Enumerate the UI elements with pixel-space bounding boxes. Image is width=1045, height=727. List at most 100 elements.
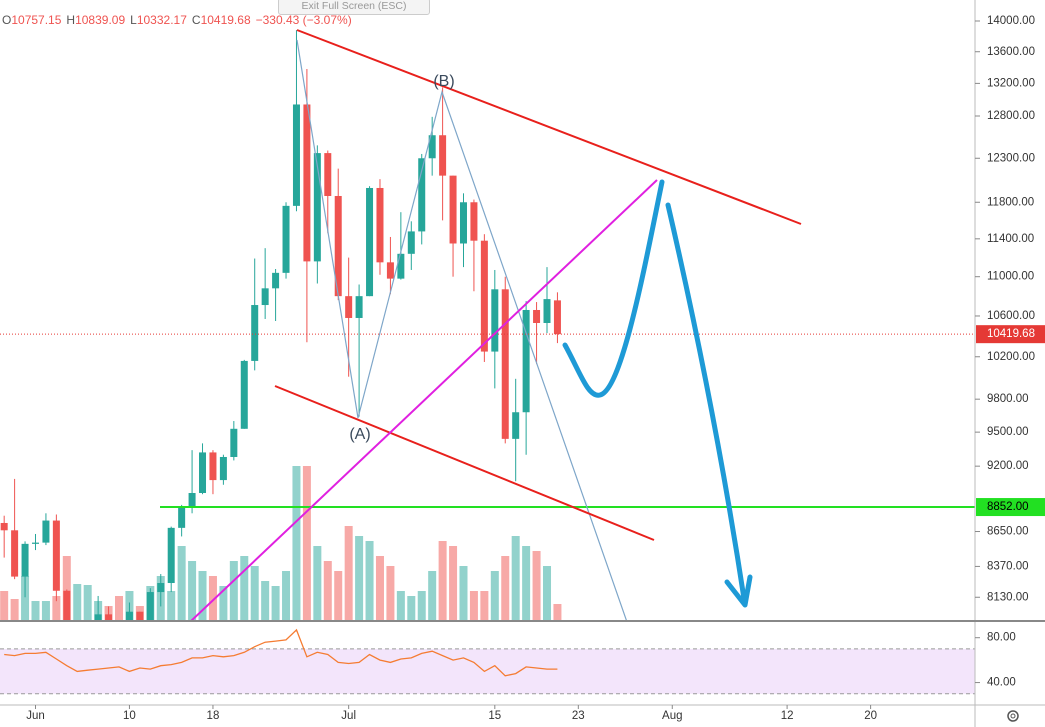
x-tick-label: 15	[488, 710, 501, 722]
y-tick-label: 10200.00	[987, 351, 1035, 363]
volume-bar	[282, 571, 291, 621]
volume-bar	[177, 546, 186, 621]
ohlc-value: 10839.09	[75, 13, 126, 27]
candle-body	[282, 205, 290, 273]
candle-body	[31, 542, 39, 544]
volume-bar	[428, 571, 437, 621]
y-tick-label: 8370.00	[987, 560, 1029, 572]
candle-body	[418, 158, 426, 232]
volume-bar	[83, 585, 92, 621]
forecast-arrow	[562, 179, 665, 398]
volume-bar	[407, 596, 416, 621]
settings-icon[interactable]	[1010, 713, 1016, 719]
volume-bar	[449, 546, 458, 621]
volume-bar	[261, 581, 270, 621]
volume-bar	[501, 556, 510, 621]
candle-body	[157, 583, 165, 593]
settings-icon[interactable]	[1007, 710, 1019, 722]
volume-bar	[31, 601, 40, 621]
ohlc-key: O	[2, 13, 12, 27]
y-tick-label: 40.00	[987, 677, 1016, 689]
candle-body	[313, 153, 321, 262]
volume-bar	[375, 556, 384, 621]
volume-bar	[480, 591, 489, 621]
volume-bar	[198, 571, 207, 621]
candle-body	[480, 240, 488, 352]
y-tick-label: 11800.00	[987, 196, 1034, 208]
candle-body	[376, 187, 384, 263]
volume-bar	[511, 536, 520, 621]
candle-body	[167, 527, 175, 584]
volume-bar	[250, 566, 259, 621]
volume-bar	[240, 556, 249, 621]
volume-bar	[469, 591, 478, 621]
x-tick-label: Jun	[26, 710, 45, 722]
x-tick-label: Aug	[662, 710, 682, 722]
y-tick-label: 8650.00	[987, 526, 1029, 538]
volume-bar	[62, 556, 71, 621]
volume-bar	[52, 596, 61, 621]
y-tick-label: 8130.00	[987, 591, 1029, 603]
candle-body	[21, 543, 29, 577]
volume-bar	[459, 566, 468, 621]
volume-bar	[417, 591, 426, 621]
volume-bar	[532, 551, 541, 621]
ohlc-key: C	[191, 13, 201, 27]
candle-body	[397, 253, 405, 279]
candle-body	[261, 288, 269, 306]
candle-body	[533, 309, 541, 323]
volume-bar	[73, 584, 82, 621]
candle-body	[136, 611, 144, 621]
candle-body	[407, 231, 415, 254]
y-tick-label: 80.00	[987, 632, 1016, 644]
x-tick-label: 10	[123, 710, 136, 722]
candle-body	[240, 360, 248, 429]
rsi-pane	[0, 628, 975, 695]
candle-body	[439, 135, 447, 176]
price-change: −330.43 (−3.07%)	[255, 13, 352, 27]
candle-body	[11, 530, 19, 577]
volume-bar	[208, 576, 217, 621]
tooltip[interactable]: Exit Full Screen (ESC)	[278, 0, 430, 15]
candle-body	[543, 299, 551, 323]
wave-line	[296, 39, 628, 621]
x-tick-label: Jul	[341, 710, 356, 722]
candle-body	[428, 135, 436, 159]
level-box	[976, 498, 1045, 517]
volume-bar	[313, 546, 322, 621]
volume-bar	[302, 466, 311, 621]
volume-bar	[344, 526, 353, 621]
ohlc-key: H	[66, 13, 76, 27]
volume-bar	[522, 546, 531, 621]
volume-bar	[386, 566, 395, 621]
candle-body	[522, 309, 530, 413]
x-tick-label: 20	[864, 710, 877, 722]
volume-bar	[490, 571, 499, 621]
candle-body	[345, 296, 353, 318]
trend-line	[296, 29, 802, 225]
candle-body	[178, 507, 186, 528]
candle-body	[303, 104, 311, 262]
volume-bar	[355, 536, 364, 621]
candle-body	[188, 493, 196, 508]
candle-body	[146, 592, 154, 621]
candle-body	[459, 202, 467, 244]
volume-bar	[438, 541, 447, 621]
annotation: (A)	[349, 426, 370, 443]
settings-icon[interactable]	[1007, 710, 1019, 722]
candle-body	[355, 296, 363, 318]
candle-body	[230, 428, 238, 457]
y-tick-label: 13600.00	[987, 46, 1035, 58]
volume-layer	[0, 466, 562, 621]
volume-bar	[219, 586, 228, 621]
last-price-label: 10419.68	[987, 328, 1035, 340]
volume-bar	[543, 566, 552, 621]
candle-body	[219, 456, 227, 481]
candle-body	[512, 412, 520, 439]
candle-body	[491, 289, 499, 352]
ohlc-key: L	[130, 13, 137, 27]
x-tick-label: 12	[781, 710, 794, 722]
candle-body	[386, 262, 394, 279]
